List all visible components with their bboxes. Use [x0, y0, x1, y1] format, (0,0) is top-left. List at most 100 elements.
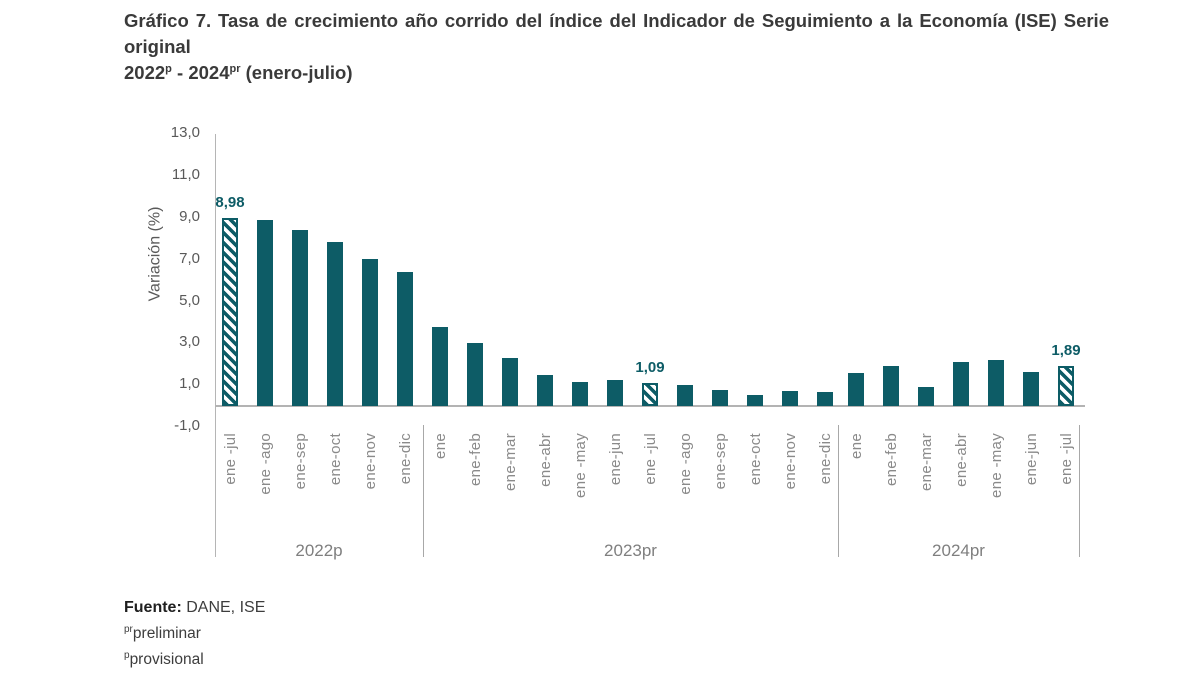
bar	[677, 385, 693, 406]
x-tick-label: ene-oct	[319, 433, 351, 541]
x-tick-label: ene-abr	[529, 433, 561, 541]
bar	[1023, 372, 1039, 406]
x-tick-text: ene-dic	[396, 433, 414, 485]
y-tick-label: -1,0	[174, 416, 200, 434]
x-tick-label: ene-sep	[284, 433, 316, 541]
bar	[257, 220, 273, 406]
y-tick-label: 3,0	[179, 333, 200, 351]
note-provisional: pprovisional	[124, 647, 265, 673]
subtitle-year-start: 2022	[124, 62, 166, 83]
bar-hatched	[1058, 366, 1074, 406]
plot-right-edge-line	[1079, 425, 1080, 557]
note-pr-superscript: pr	[124, 623, 133, 635]
superscript-p: p	[165, 62, 172, 75]
x-tick-label: ene-mar	[910, 433, 942, 541]
bar	[988, 360, 1004, 406]
bar	[327, 242, 343, 406]
x-tick-text: ene -jul	[221, 433, 239, 485]
x-tick-label: ene-jun	[1015, 433, 1047, 541]
y-tick-label: 13,0	[170, 124, 200, 142]
bar-value-label: 1,09	[635, 359, 665, 376]
y-tick-label: 11,0	[171, 166, 200, 184]
chart-title-block: Gráfico 7. Tasa de crecimiento año corri…	[124, 8, 1109, 86]
x-tick-text: ene-abr	[536, 433, 554, 487]
x-tick-text: ene-mar	[501, 433, 519, 491]
x-tick-label: ene	[424, 433, 456, 541]
bar	[817, 392, 833, 406]
x-tick-label: ene-dic	[389, 433, 421, 541]
x-tick-label: ene-mar	[494, 433, 526, 541]
x-tick-text: ene-dic	[816, 433, 834, 485]
y-tick-label: 1,0	[179, 375, 200, 393]
bar	[572, 382, 588, 406]
x-tick-text: ene-sep	[711, 433, 729, 490]
x-tick-text: ene-sep	[291, 433, 309, 490]
bar	[782, 391, 798, 406]
source-label: Fuente:	[124, 599, 182, 616]
y-tick-label: 7,0	[179, 249, 200, 267]
x-tick-label: ene -may	[564, 433, 596, 541]
bar	[607, 380, 623, 406]
bar-hatched	[222, 218, 238, 406]
note-pr-text: preliminar	[132, 625, 201, 642]
year-separator-line	[423, 425, 424, 557]
bar	[397, 272, 413, 406]
x-tick-label: ene-feb	[459, 433, 491, 541]
x-tick-label: ene -jul	[214, 433, 246, 541]
page-title: Gráfico 7. Tasa de crecimiento año corri…	[124, 10, 1109, 57]
y-axis-line	[215, 134, 216, 557]
x-tick-label: ene-oct	[739, 433, 771, 541]
bar	[502, 358, 518, 406]
x-tick-label: ene -ago	[669, 433, 701, 541]
superscript-pr: pr	[229, 62, 241, 75]
x-tick-text: ene -ago	[676, 433, 694, 495]
x-tick-text: ene-nov	[781, 433, 799, 490]
bar-value-label: 1,89	[1051, 342, 1081, 359]
bar	[362, 259, 378, 406]
bar	[883, 366, 899, 406]
x-tick-text: ene -may	[571, 433, 589, 498]
x-tick-label: ene-nov	[354, 433, 386, 541]
bar	[432, 327, 448, 406]
x-tick-text: ene-oct	[326, 433, 344, 486]
x-axis-line	[215, 405, 1085, 407]
note-preliminar: prpreliminar	[124, 621, 265, 647]
x-tick-text: ene	[847, 433, 865, 459]
year-group-label: 2024pr	[932, 541, 985, 560]
bar	[467, 343, 483, 406]
x-tick-label: ene-abr	[945, 433, 977, 541]
x-tick-text: ene-jun	[606, 433, 624, 486]
x-tick-text: ene -ago	[256, 433, 274, 495]
bar	[747, 395, 763, 406]
bar-hatched	[642, 383, 658, 406]
x-tick-label: ene-dic	[809, 433, 841, 541]
subtitle-year-sep: - 2024	[171, 62, 230, 83]
y-tick-label: 5,0	[179, 291, 200, 309]
source-text: DANE, ISE	[181, 599, 266, 616]
x-tick-label: ene -ago	[249, 433, 281, 541]
bar	[848, 373, 864, 406]
footer: Fuente: DANE, ISE prpreliminar pprovisio…	[124, 595, 265, 673]
x-tick-text: ene -may	[987, 433, 1005, 498]
x-tick-text: ene-oct	[746, 433, 764, 486]
x-tick-text: ene-mar	[917, 433, 935, 491]
bar	[953, 362, 969, 406]
x-tick-text: ene -jul	[1057, 433, 1075, 485]
subtitle-range: (enero-julio)	[240, 62, 353, 83]
x-tick-label: ene -jul	[1050, 433, 1082, 541]
x-tick-label: ene -jul	[634, 433, 666, 541]
chart-subtitle: 2022p - 2024pr (enero-julio)	[124, 60, 1109, 86]
note-p-text: provisional	[129, 651, 204, 668]
year-group-label: 2022p	[295, 541, 343, 560]
year-group-label: 2023pr	[604, 541, 657, 560]
x-tick-text: ene-feb	[466, 433, 484, 486]
bar	[918, 387, 934, 406]
year-separator-line	[838, 425, 839, 557]
x-tick-text: ene	[431, 433, 449, 459]
x-tick-label: ene-feb	[875, 433, 907, 541]
x-tick-text: ene-nov	[361, 433, 379, 490]
bar-value-label: 8,98	[215, 194, 245, 211]
note-p-superscript: p	[124, 649, 130, 661]
